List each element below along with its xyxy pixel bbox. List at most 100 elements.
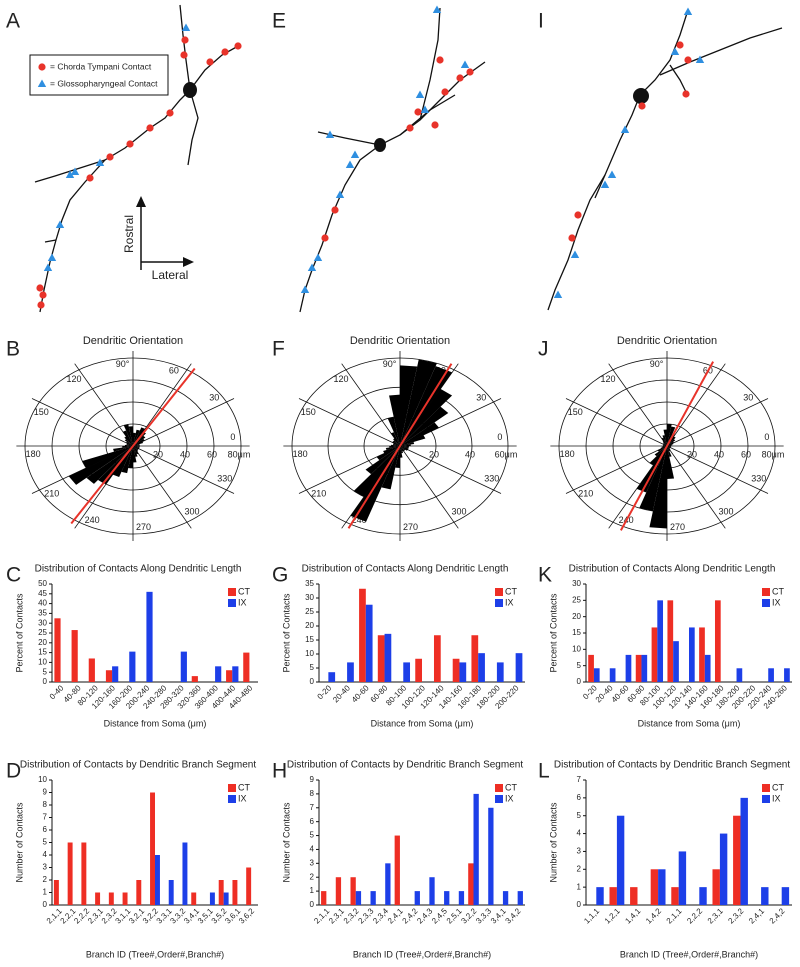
- theta-tick-label: 240: [352, 515, 367, 525]
- bar: [671, 887, 679, 905]
- polar-title: Dendritic Orientation: [350, 335, 450, 347]
- petal: [400, 446, 409, 448]
- theta-tick-label: 90°: [650, 359, 664, 369]
- x-tick-label: 1,4,2: [644, 906, 663, 925]
- bar: [328, 672, 336, 682]
- x-tick-label: 2,1,1: [665, 906, 684, 925]
- y-tick-label: 7: [43, 813, 48, 822]
- theta-tick-label: 30: [209, 392, 219, 402]
- petal: [667, 443, 674, 446]
- petal: [82, 446, 133, 468]
- bar: [122, 892, 128, 905]
- bar: [384, 633, 392, 682]
- petal: [663, 443, 667, 446]
- bar: [712, 869, 720, 905]
- bar: [673, 641, 679, 682]
- petal: [392, 443, 400, 446]
- petal: [400, 441, 415, 446]
- petal: [389, 446, 400, 448]
- petal: [133, 441, 144, 446]
- legend-swatch: [762, 599, 770, 607]
- theta-tick-label: 210: [311, 488, 326, 498]
- bar: [593, 668, 600, 682]
- petal: [133, 432, 136, 446]
- legend-label: CT: [238, 586, 250, 596]
- petal: [395, 446, 400, 468]
- y-tick-label: 7: [577, 775, 582, 784]
- legend-label: CT: [238, 782, 250, 792]
- petal: [133, 438, 145, 446]
- x-tick-label: 2,4,3: [415, 906, 434, 925]
- y-tick-label: 25: [38, 628, 47, 637]
- petal: [654, 446, 667, 457]
- chart-title: Distribution of Contacts by Dendritic Br…: [287, 760, 523, 771]
- x-axis-label: Distance from Soma (μm): [371, 718, 474, 728]
- bar: [678, 851, 687, 905]
- panel-label: I: [538, 10, 544, 33]
- bar: [370, 891, 376, 905]
- bar: [150, 792, 155, 905]
- legend-label: IX: [238, 793, 247, 803]
- legend-label: IX: [505, 597, 514, 607]
- x-tick-label: 2,3,1: [706, 906, 725, 925]
- petal: [400, 388, 453, 446]
- petal: [400, 444, 411, 446]
- petal: [667, 446, 671, 449]
- bar: [105, 670, 113, 682]
- spoke: [666, 445, 726, 529]
- petal: [133, 446, 140, 448]
- bar: [658, 869, 666, 905]
- bar: [385, 863, 391, 905]
- mean-orientation: [70, 367, 196, 525]
- bar: [496, 662, 504, 682]
- y-tick-label: 6: [577, 793, 582, 802]
- spoke: [565, 398, 668, 447]
- bar: [733, 815, 741, 905]
- bar: [321, 891, 327, 905]
- petal: [393, 438, 400, 446]
- petal: [667, 446, 671, 450]
- r-tick-label: 40: [714, 449, 724, 459]
- petal: [393, 443, 400, 446]
- petal: [400, 446, 406, 451]
- petal: [663, 444, 667, 446]
- y-tick-label: 15: [305, 635, 314, 644]
- panel-label: J: [538, 338, 549, 361]
- petal: [124, 444, 133, 446]
- x-tick-label: 3,4,2: [504, 906, 523, 925]
- bar: [71, 630, 78, 682]
- legend-swatch: [228, 588, 236, 596]
- bar: [433, 635, 441, 682]
- x-tick-label: 2,2,2: [685, 906, 704, 925]
- y-tick-label: 35: [305, 579, 314, 588]
- petal: [387, 417, 400, 446]
- petal: [667, 446, 671, 448]
- y-tick-label: 10: [305, 649, 314, 658]
- x-tick-label: 2,4,1: [747, 906, 766, 925]
- theta-tick-label: 330: [217, 474, 232, 484]
- x-tick-label: 2,3,3: [356, 906, 375, 925]
- bar: [458, 891, 465, 905]
- petal: [125, 441, 133, 446]
- petal: [667, 424, 672, 446]
- y-tick-label: 2: [577, 864, 582, 873]
- petal: [649, 446, 667, 529]
- petal: [126, 444, 133, 446]
- y-tick-label: 20: [305, 621, 314, 630]
- x-tick-label: 2,5,1: [445, 906, 464, 925]
- bar: [471, 635, 479, 682]
- spoke: [132, 398, 235, 447]
- bar: [414, 891, 420, 905]
- bar: [215, 666, 222, 682]
- theta-tick-label: 330: [484, 474, 499, 484]
- legend-label: CT: [772, 586, 784, 596]
- petal: [391, 432, 400, 446]
- bar: [452, 658, 460, 682]
- petal: [636, 446, 667, 493]
- petal: [662, 441, 667, 446]
- bar: [347, 662, 354, 682]
- legend-swatch: [762, 588, 770, 596]
- petal: [133, 444, 140, 446]
- theta-tick-label: 180: [293, 449, 308, 459]
- y-tick-label: 0: [310, 677, 315, 686]
